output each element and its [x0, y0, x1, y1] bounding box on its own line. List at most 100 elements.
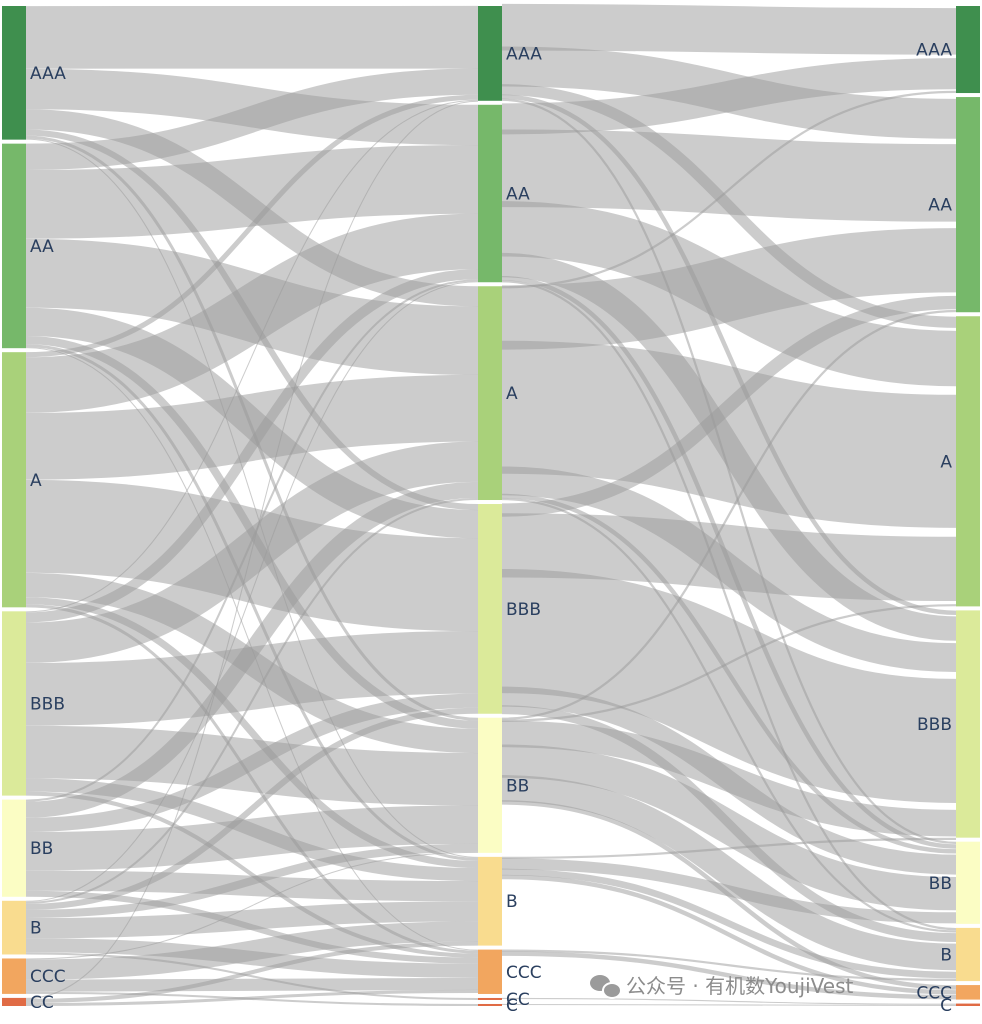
link-1-B-B — [501, 868, 957, 979]
node-label-0-CC: CC — [30, 993, 54, 1013]
node-label-2-A: A — [940, 452, 952, 472]
node-1-BBB — [478, 504, 502, 714]
node-label-1-A: A — [506, 384, 518, 404]
link-1-CCC-CCC — [501, 951, 957, 1000]
link-1-CCC-B — [501, 949, 957, 981]
link-0-AA-AAA — [25, 68, 479, 170]
watermark: 公众号 · 有机数YoujiVest — [590, 970, 853, 999]
node-0-AA — [2, 143, 26, 349]
node-label-1-CC: CC — [506, 990, 530, 1010]
link-1-BBB-BBB — [501, 568, 957, 804]
link-1-BB-A — [501, 604, 957, 722]
link-0-BB-BBB — [25, 693, 479, 832]
node-2-BBB — [956, 610, 980, 838]
node-0-A — [2, 352, 26, 608]
node-label-1-BBB: BBB — [506, 600, 541, 620]
link-0-A-AA — [25, 213, 479, 413]
node-2-CCC — [956, 985, 980, 1000]
node-label-1-BB: BB — [506, 776, 529, 796]
node-2-BB — [956, 841, 980, 924]
link-1-BB-BBB — [501, 720, 957, 837]
node-0-AAA — [2, 6, 26, 140]
node-label-0-A: A — [30, 471, 42, 491]
link-0-CC-CCC — [25, 989, 479, 1006]
link-0-CCC-B — [25, 921, 479, 980]
link-0-B-BBB — [25, 707, 479, 910]
node-2-AA — [956, 97, 980, 313]
link-0-BBB-AAA — [25, 99, 479, 613]
link-0-BBB-AA — [25, 269, 479, 623]
node-1-B — [478, 856, 502, 946]
link-1-CC-C — [501, 997, 957, 1005]
node-label-2-C: C — [940, 996, 952, 1016]
link-0-BBB-BBB — [25, 631, 479, 726]
link-0-CC-B — [25, 941, 479, 1003]
link-0-BB-A — [25, 481, 479, 818]
link-1-AA-AA — [501, 129, 957, 222]
sankey-labels: AAAAAABBBBBBCCCCCAAAAAABBBBBBCCCCCCAAAAA… — [30, 41, 952, 1016]
node-label-0-BB: BB — [30, 839, 53, 859]
link-1-B-CCC — [501, 874, 957, 995]
node-label-2-BB: BB — [929, 874, 952, 894]
link-0-B-CC — [25, 952, 479, 1000]
node-label-1-AAA: AAA — [506, 44, 542, 64]
node-0-BBB — [2, 611, 26, 796]
node-label-1-CCC: CCC — [506, 963, 542, 983]
link-0-BB-B — [25, 870, 479, 902]
node-label-0-BBB: BBB — [30, 694, 65, 714]
link-1-BB-BB — [501, 744, 957, 911]
link-0-B-B — [25, 901, 479, 939]
node-2-A — [956, 316, 980, 607]
node-label-0-AA: AA — [30, 237, 54, 257]
link-0-B-A — [25, 497, 479, 904]
node-label-0-AAA: AAA — [30, 64, 66, 84]
link-1-A-AAA — [501, 90, 957, 289]
link-1-BBB-A — [501, 513, 957, 602]
node-label-2-BBB: BBB — [917, 715, 952, 735]
node-label-1-AA: AA — [506, 185, 530, 205]
link-1-AAA-AAA — [501, 3, 957, 55]
node-label-1-C: C — [506, 996, 518, 1016]
node-1-CC — [478, 997, 502, 1000]
link-0-BBB-A — [25, 441, 479, 663]
link-1-A-A — [501, 340, 957, 528]
link-0-CCC-BB — [25, 851, 479, 960]
link-0-CC-AAA — [25, 100, 479, 999]
node-1-AAA — [478, 6, 502, 101]
node-label-2-AA: AA — [928, 196, 952, 216]
link-0-BB-BB — [25, 805, 479, 871]
node-1-AA — [478, 104, 502, 283]
node-1-CCC — [478, 949, 502, 994]
link-1-B-BBB — [501, 837, 957, 859]
node-2-C — [956, 1003, 980, 1006]
node-label-0-CCC: CCC — [30, 967, 66, 987]
link-0-B-AA — [25, 281, 479, 902]
node-1-C — [478, 1003, 502, 1006]
link-0-CCC-CCC — [25, 977, 479, 992]
node-1-A — [478, 286, 502, 501]
sankey-nodes — [2, 6, 980, 1006]
link-0-BB-AA — [25, 279, 479, 802]
link-0-A-A — [25, 374, 479, 480]
node-label-1-B: B — [506, 892, 518, 912]
node-0-B — [2, 900, 26, 955]
link-1-A-AA — [501, 228, 957, 350]
wechat-icon — [590, 973, 622, 999]
link-0-A-AAA — [25, 94, 479, 358]
link-1-B-BB — [501, 858, 957, 924]
node-2-AAA — [956, 6, 980, 94]
link-1-AA-AAA — [501, 58, 957, 135]
sankey-links — [25, 3, 957, 1007]
watermark-text: 公众号 · 有机数YoujiVest — [626, 974, 854, 998]
node-label-2-AAA: AAA — [916, 41, 952, 61]
link-1-BB-AA — [501, 309, 957, 720]
link-1-BBB-AA — [501, 295, 957, 517]
node-2-B — [956, 927, 980, 982]
node-label-2-B: B — [940, 945, 952, 965]
node-0-BB — [2, 799, 26, 897]
node-label-2-CCC: CCC — [916, 983, 952, 1003]
link-1-BB-B — [501, 775, 957, 971]
link-0-AA-AA — [25, 145, 479, 239]
link-1-C-C — [501, 1003, 957, 1006]
